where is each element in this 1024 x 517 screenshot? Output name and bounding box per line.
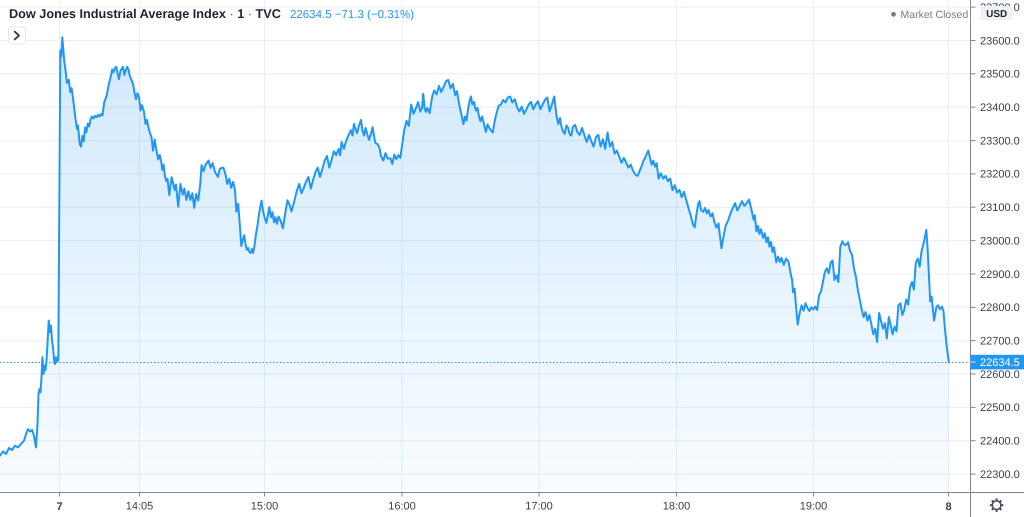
svg-text:23400.0: 23400.0 [980, 102, 1020, 114]
svg-text:7: 7 [56, 501, 62, 513]
svg-text:17:00: 17:00 [525, 501, 553, 513]
svg-text:Market Closed: Market Closed [901, 9, 969, 21]
svg-text:Dow Jones Industrial Average I: Dow Jones Industrial Average Index · 1 ·… [9, 7, 281, 21]
svg-text:23300.0: 23300.0 [980, 135, 1020, 147]
svg-text:22300.0: 22300.0 [980, 469, 1020, 481]
svg-text:23200.0: 23200.0 [980, 169, 1020, 181]
svg-text:15:00: 15:00 [251, 501, 279, 513]
svg-text:22634.5 −71.3 (−0.31%): 22634.5 −71.3 (−0.31%) [290, 9, 414, 21]
svg-text:22900.0: 22900.0 [980, 269, 1020, 281]
svg-text:23000.0: 23000.0 [980, 235, 1020, 247]
svg-text:18:00: 18:00 [663, 501, 691, 513]
svg-text:USD: USD [986, 9, 1007, 20]
svg-text:23100.0: 23100.0 [980, 202, 1020, 214]
svg-text:22700.0: 22700.0 [980, 336, 1020, 348]
svg-text:22400.0: 22400.0 [980, 436, 1020, 448]
svg-text:8: 8 [945, 501, 951, 513]
svg-text:16:00: 16:00 [388, 501, 416, 513]
svg-text:22500.0: 22500.0 [980, 402, 1020, 414]
svg-text:22800.0: 22800.0 [980, 302, 1020, 314]
svg-text:14:05: 14:05 [126, 501, 154, 513]
svg-text:19:00: 19:00 [800, 501, 828, 513]
svg-text:22600.0: 22600.0 [980, 369, 1020, 381]
svg-text:23500.0: 23500.0 [980, 69, 1020, 81]
svg-text:22634.5: 22634.5 [980, 357, 1020, 369]
svg-text:23600.0: 23600.0 [980, 35, 1020, 47]
